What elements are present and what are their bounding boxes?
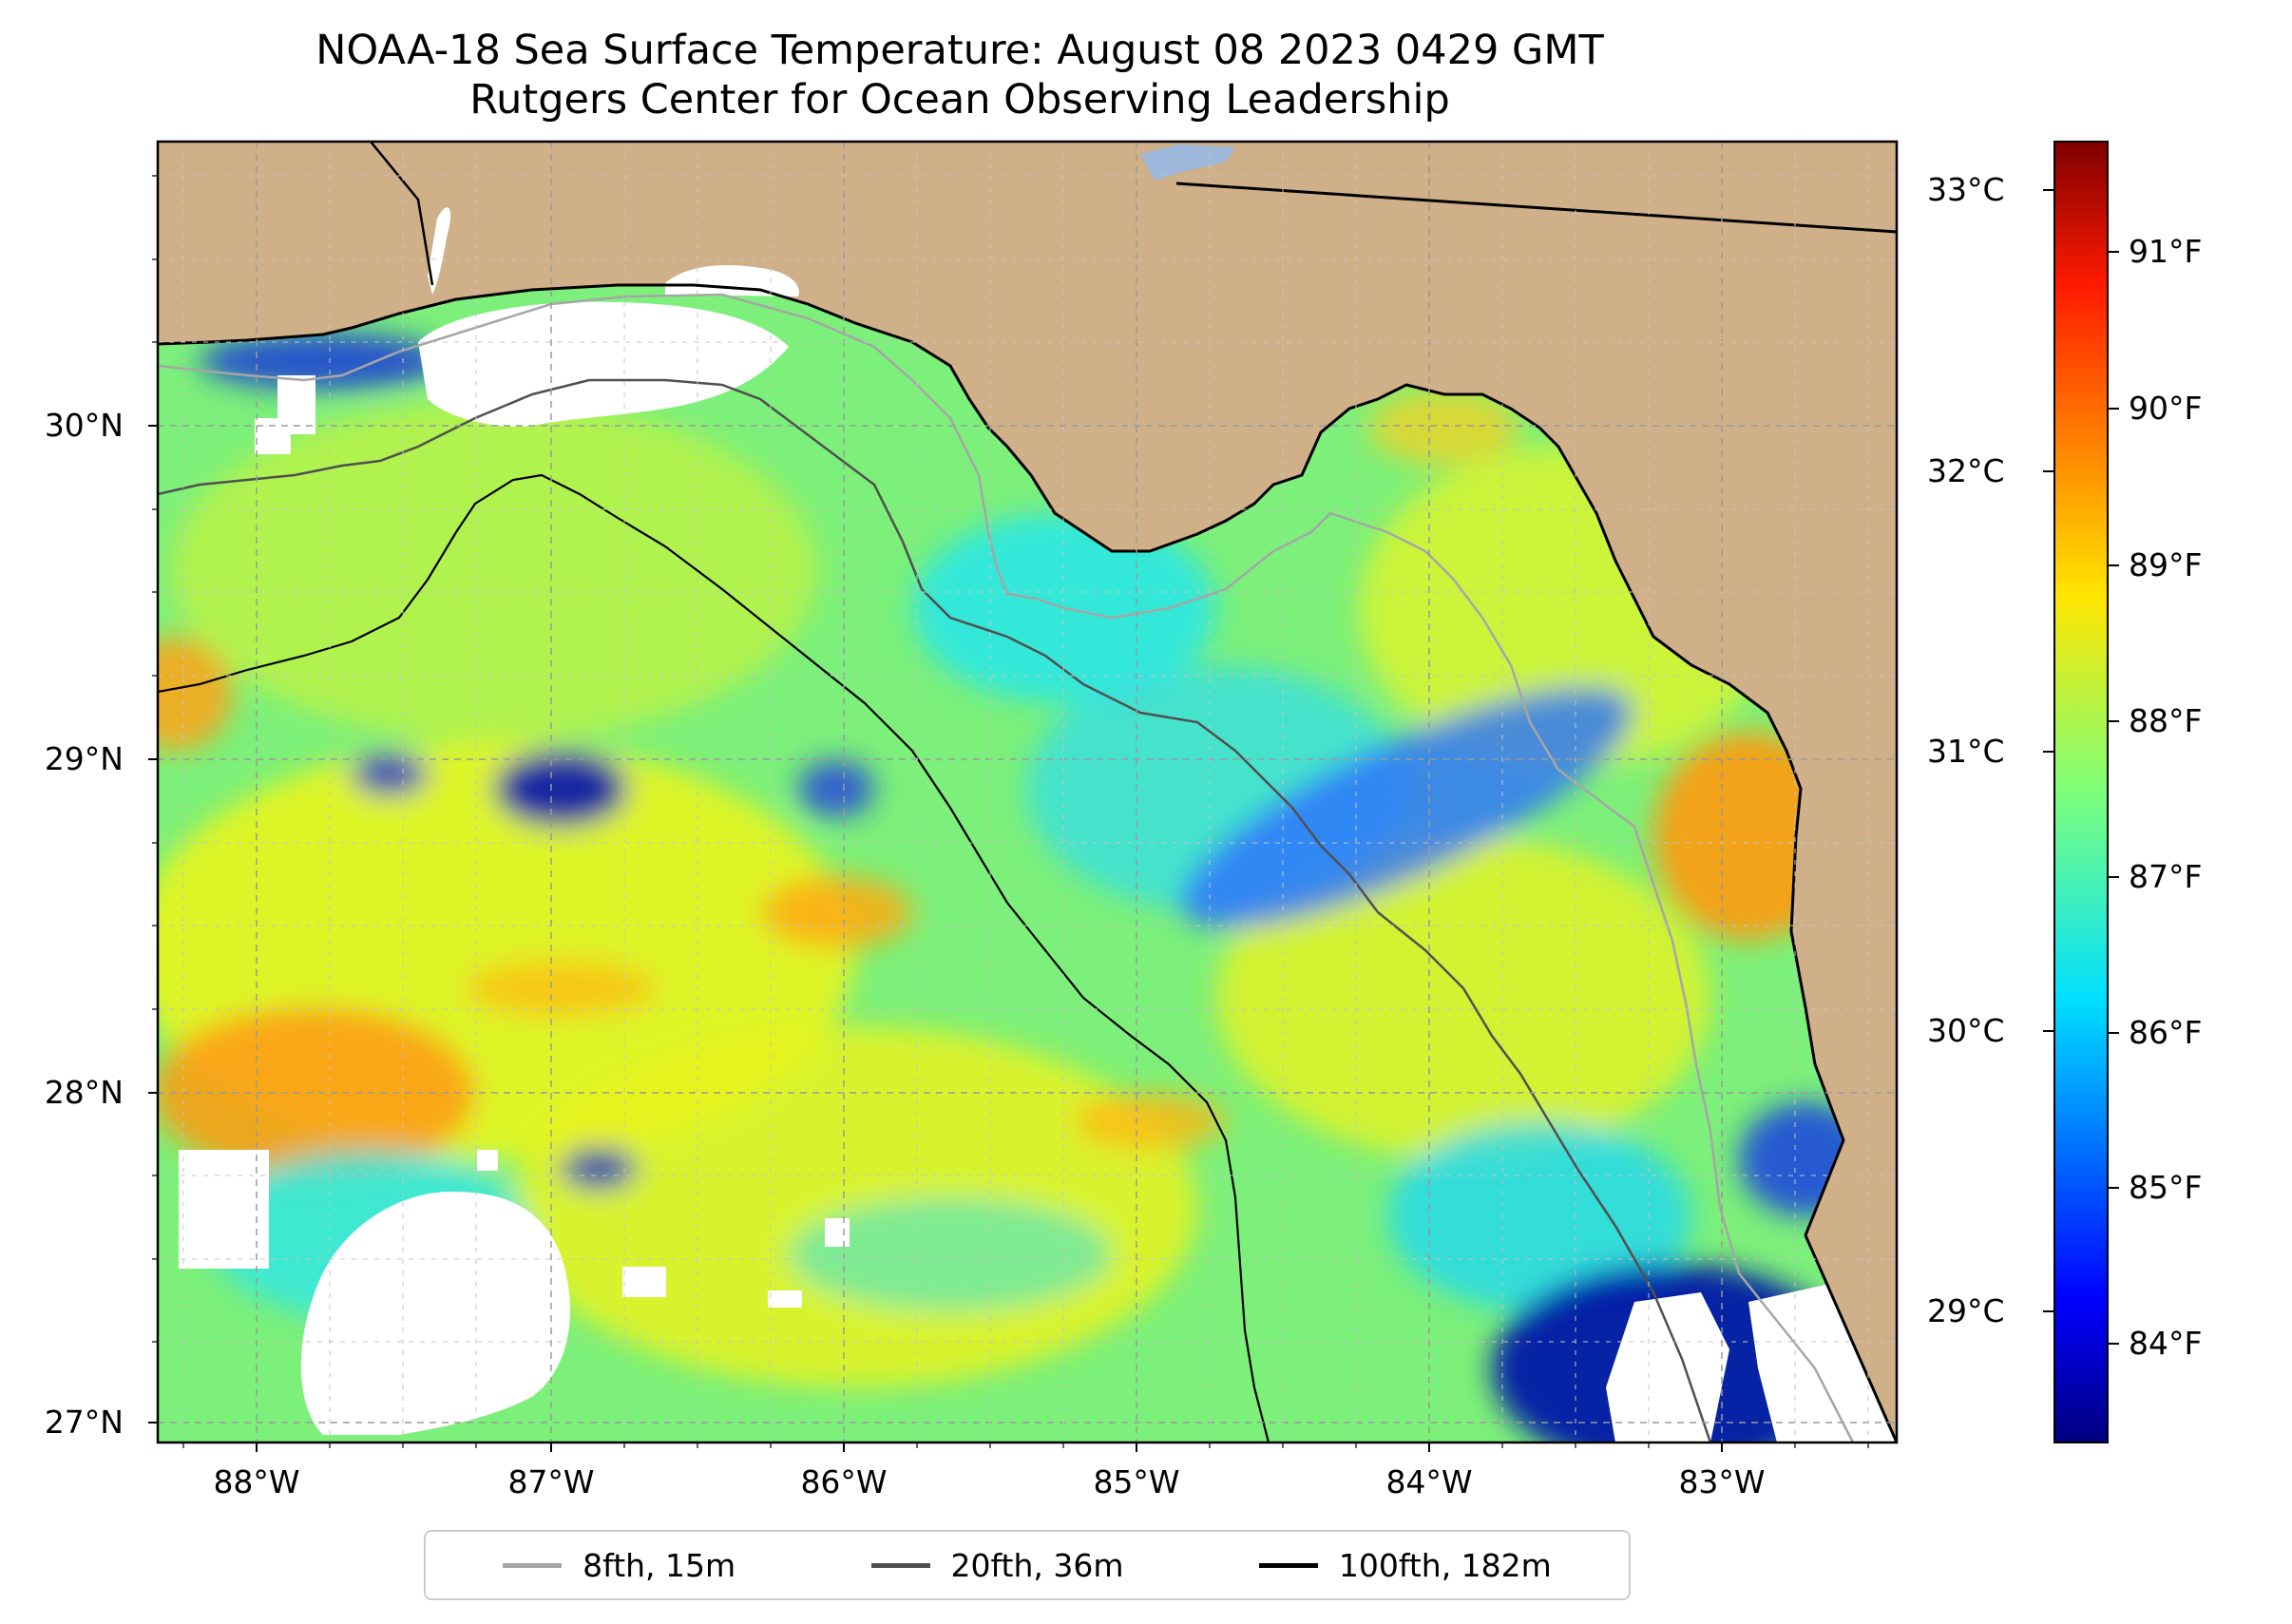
colorbar-label-31c: 31°C (1927, 733, 2005, 770)
lat-label-29n: 29°N (44, 740, 124, 777)
colorbar-label-84f: 84°F (2129, 1325, 2203, 1362)
legend-label-8fth: 8fth, 15m (583, 1546, 736, 1584)
legend-swatch-8fth (503, 1562, 563, 1568)
lon-label-84w: 84°W (1385, 1463, 1473, 1500)
legend-item-100fth: 100fth, 182m (1258, 1546, 1552, 1584)
lat-label-30n: 30°N (44, 407, 124, 444)
sst-patches (158, 333, 1872, 1442)
colorbar-label-85f: 85°F (2129, 1169, 2203, 1206)
legend-swatch-100fth (1258, 1562, 1318, 1568)
lon-label-86w: 86°W (800, 1463, 888, 1500)
legend-label-100fth: 100fth, 182m (1338, 1546, 1552, 1584)
colorbar-label-29c: 29°C (1927, 1292, 2005, 1329)
colorbar-label-89f: 89°F (2129, 546, 2203, 583)
colorbar-label-30c: 30°C (1927, 1012, 2005, 1049)
colorbar-label-90f: 90°F (2129, 390, 2203, 427)
bays (428, 207, 799, 296)
legend-label-20fth: 20fth, 36m (950, 1546, 1124, 1584)
colorbar-label-86f: 86°F (2129, 1014, 2203, 1051)
lon-label-88w: 88°W (213, 1463, 300, 1500)
chart-subtitle: Rutgers Center for Ocean Observing Leade… (469, 76, 1450, 124)
lon-label-83w: 83°W (1678, 1463, 1766, 1500)
colorbar (2053, 141, 2109, 1443)
lat-label-28n: 28°N (44, 1074, 124, 1111)
lon-label-85w: 85°W (1093, 1463, 1180, 1500)
legend-item-8fth: 8fth, 15m (503, 1547, 735, 1584)
state-boundary-west (370, 142, 434, 286)
colorbar-label-33c: 33°C (1927, 171, 2005, 208)
legend-item-20fth: 20fth, 36m (870, 1546, 1124, 1584)
colorbar-label-91f: 91°F (2129, 233, 2203, 270)
isobath-20fth (158, 378, 1712, 1442)
state-boundary (1175, 182, 1897, 234)
no-data-regions (179, 301, 1897, 1442)
minor-axis-ticks (152, 175, 1869, 1448)
land-areas (158, 142, 1897, 1442)
minor-gridlines (158, 142, 1897, 1442)
colorbar-label-88f: 88°F (2129, 702, 2203, 739)
map-frame (156, 140, 1899, 1444)
axis-ticks (148, 425, 1723, 1452)
isobath-8fth (158, 293, 1855, 1442)
legend-swatch-20fth (870, 1562, 930, 1568)
gridlines (158, 142, 1897, 1442)
colorbar-label-87f: 87°F (2129, 858, 2203, 895)
lat-label-27n: 27°N (44, 1404, 124, 1441)
chart-title: NOAA-18 Sea Surface Temperature: August … (315, 27, 1604, 74)
coastline (158, 283, 1897, 1442)
lon-label-87w: 87°W (507, 1463, 595, 1500)
colorbar-label-32c: 32°C (1927, 452, 2005, 489)
isobath-100fth (158, 473, 1270, 1442)
isobath-legend: 8fth, 15m 20fth, 36m 100fth, 182m (424, 1530, 1631, 1600)
lake (1140, 144, 1235, 181)
colorbar-ticks (2043, 189, 2119, 1345)
